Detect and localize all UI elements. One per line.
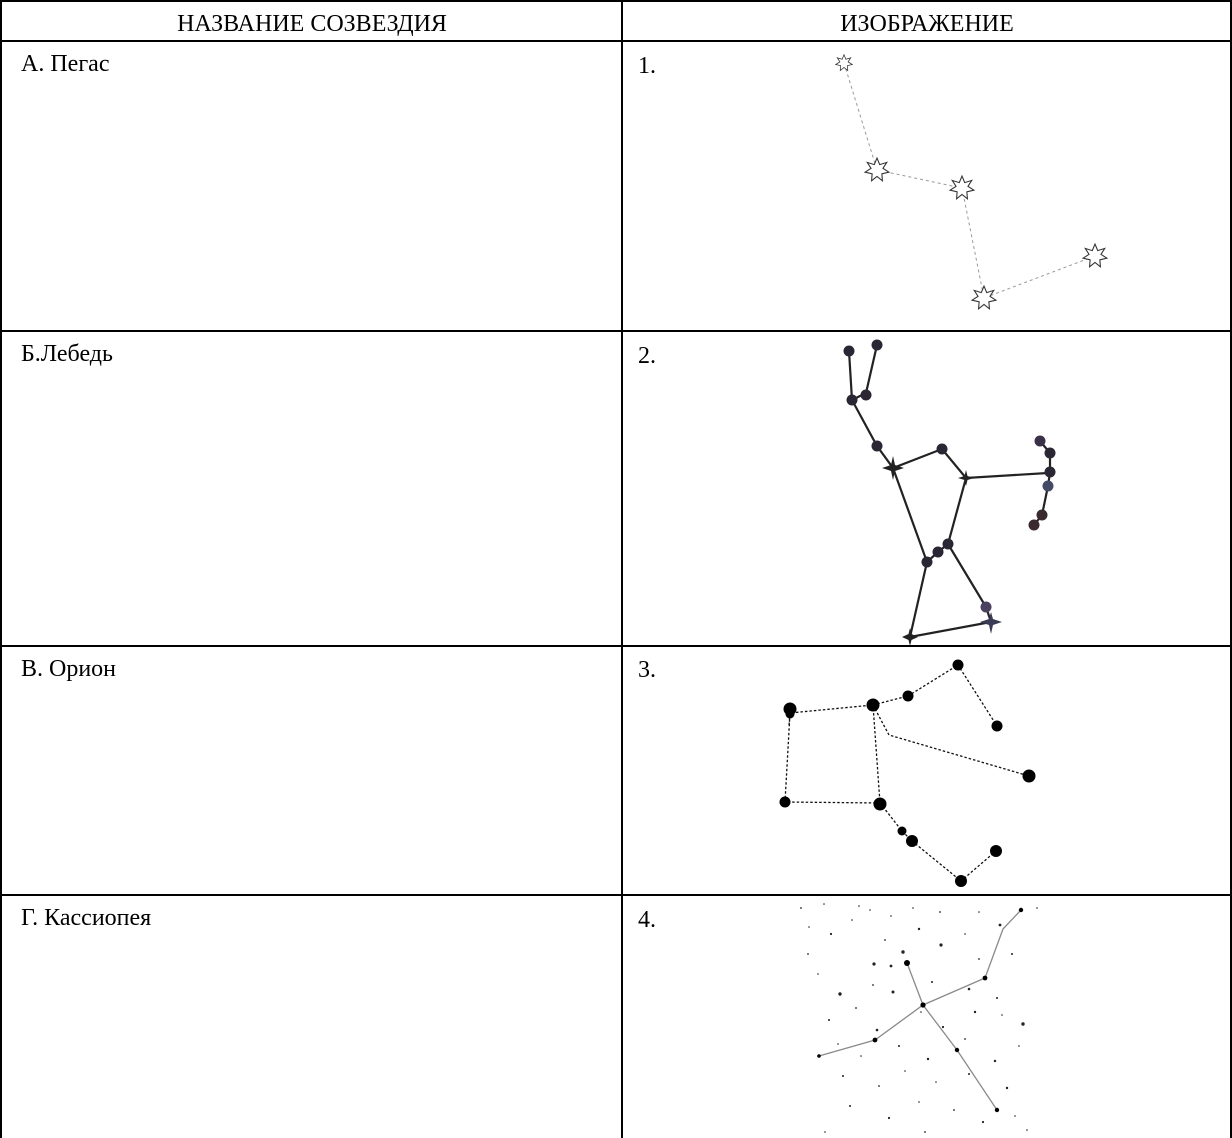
star-icon	[1082, 243, 1108, 268]
star-icon	[864, 157, 890, 182]
row-name-pegasus: А. Пегас	[21, 51, 110, 77]
constellation-image-4	[800, 903, 1038, 1133]
row-name-orion: В. Орион	[21, 656, 117, 682]
constellation-image-1	[835, 54, 1108, 310]
star-icon	[949, 175, 975, 200]
row-name-cassiopeia: Г. Кассиопея	[21, 905, 152, 931]
bright-star-icon	[902, 628, 918, 646]
bright-star-icon	[958, 470, 974, 486]
image-number-4: 4.	[638, 907, 656, 933]
constellation-image-2	[843, 339, 1056, 646]
image-number-1: 1.	[638, 53, 656, 79]
star-icon	[971, 285, 997, 310]
row-name-cygnus: Б.Лебедь	[21, 341, 113, 367]
image-number-3: 3.	[638, 657, 656, 683]
constellation-image-3	[779, 659, 1036, 887]
image-number-2: 2.	[638, 343, 656, 369]
header-image-column: ИЗОБРАЖЕНИЕ	[840, 11, 1014, 37]
bright-star-icon	[980, 612, 1002, 634]
bright-star-icon	[882, 456, 904, 480]
star-icon	[835, 54, 853, 71]
header-name-column: НАЗВАНИЕ СОЗВЕЗДИЯ	[177, 11, 447, 37]
